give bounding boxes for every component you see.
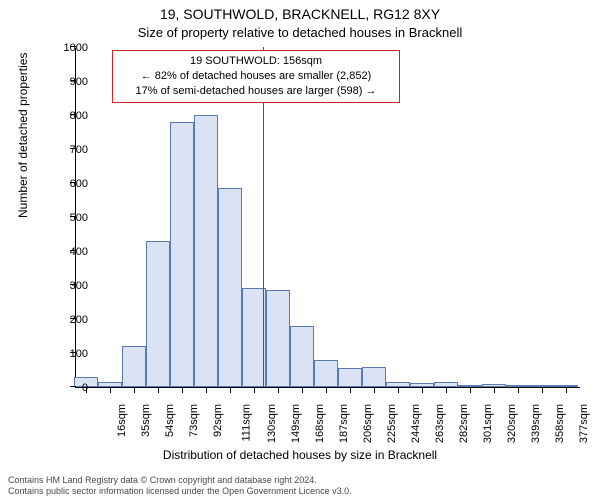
x-tick xyxy=(158,387,159,393)
histogram-bar xyxy=(290,326,314,387)
x-tick xyxy=(374,387,375,393)
footer-attribution: Contains HM Land Registry data © Crown c… xyxy=(8,475,352,498)
histogram-bar xyxy=(218,188,242,387)
x-tick-label: 339sqm xyxy=(530,404,542,443)
annotation-line-3: 17% of semi-detached houses are larger (… xyxy=(119,84,393,99)
x-tick xyxy=(206,387,207,393)
y-tick-label: 900 xyxy=(70,76,88,88)
y-tick xyxy=(70,386,76,387)
x-tick-label: 73sqm xyxy=(188,404,200,437)
x-tick xyxy=(398,387,399,393)
x-tick xyxy=(230,387,231,393)
x-tick-label: 16sqm xyxy=(116,404,128,437)
y-tick-label: 400 xyxy=(70,246,88,258)
x-axis-label: Distribution of detached houses by size … xyxy=(0,448,600,462)
x-tick xyxy=(350,387,351,393)
x-tick-label: 263sqm xyxy=(434,404,446,443)
x-tick-label: 130sqm xyxy=(266,404,278,443)
histogram-bar xyxy=(170,122,194,387)
histogram-bar xyxy=(194,115,218,387)
y-tick-label: 800 xyxy=(70,110,88,122)
footer-line-2: Contains public sector information licen… xyxy=(8,486,352,497)
x-tick-label: 168sqm xyxy=(314,404,326,443)
y-tick-label: 600 xyxy=(70,178,88,190)
y-tick-label: 0 xyxy=(82,382,88,394)
x-tick-label: 358sqm xyxy=(554,404,566,443)
y-tick-label: 200 xyxy=(70,314,88,326)
x-tick-label: 301sqm xyxy=(482,404,494,443)
x-tick-label: 111sqm xyxy=(241,404,253,442)
x-tick-label: 244sqm xyxy=(410,404,422,443)
chart-title-sub: Size of property relative to detached ho… xyxy=(0,25,600,40)
x-tick xyxy=(566,387,567,393)
x-tick xyxy=(494,387,495,393)
x-tick xyxy=(326,387,327,393)
x-tick-label: 54sqm xyxy=(164,404,176,437)
x-tick xyxy=(542,387,543,393)
x-tick-label: 225sqm xyxy=(386,404,398,443)
histogram-bar xyxy=(266,290,290,387)
histogram-bar xyxy=(338,368,362,387)
x-tick xyxy=(278,387,279,393)
annotation-line-1: 19 SOUTHWOLD: 156sqm xyxy=(119,54,393,69)
x-tick xyxy=(422,387,423,393)
x-tick-label: 377sqm xyxy=(578,404,590,443)
x-tick xyxy=(518,387,519,393)
x-tick xyxy=(470,387,471,393)
footer-line-1: Contains HM Land Registry data © Crown c… xyxy=(8,475,352,486)
annotation-callout: 19 SOUTHWOLD: 156sqm← 82% of detached ho… xyxy=(112,50,400,103)
y-axis-label: Number of detached properties xyxy=(16,53,30,218)
histogram-bar xyxy=(146,241,170,387)
x-tick xyxy=(446,387,447,393)
x-tick xyxy=(302,387,303,393)
y-tick-label: 100 xyxy=(70,348,88,360)
x-tick xyxy=(182,387,183,393)
histogram-chart: 19, SOUTHWOLD, BRACKNELL, RG12 8XY Size … xyxy=(0,0,600,500)
y-tick-label: 500 xyxy=(70,212,88,224)
y-tick-label: 700 xyxy=(70,144,88,156)
x-tick-label: 187sqm xyxy=(338,404,350,443)
annotation-line-2: ← 82% of detached houses are smaller (2,… xyxy=(119,69,393,84)
x-tick-label: 149sqm xyxy=(290,404,302,443)
x-tick xyxy=(110,387,111,393)
x-tick xyxy=(134,387,135,393)
x-tick xyxy=(254,387,255,393)
histogram-bar xyxy=(362,367,386,387)
y-tick-label: 300 xyxy=(70,280,88,292)
chart-title-main: 19, SOUTHWOLD, BRACKNELL, RG12 8XY xyxy=(0,6,600,22)
x-tick-label: 282sqm xyxy=(458,404,470,443)
histogram-bar xyxy=(122,346,146,387)
x-tick-label: 320sqm xyxy=(506,404,518,443)
x-tick-label: 92sqm xyxy=(212,404,224,437)
y-tick-label: 1000 xyxy=(64,42,88,54)
histogram-bar xyxy=(314,360,338,387)
x-tick-label: 35sqm xyxy=(140,404,152,437)
x-tick-label: 206sqm xyxy=(362,404,374,443)
